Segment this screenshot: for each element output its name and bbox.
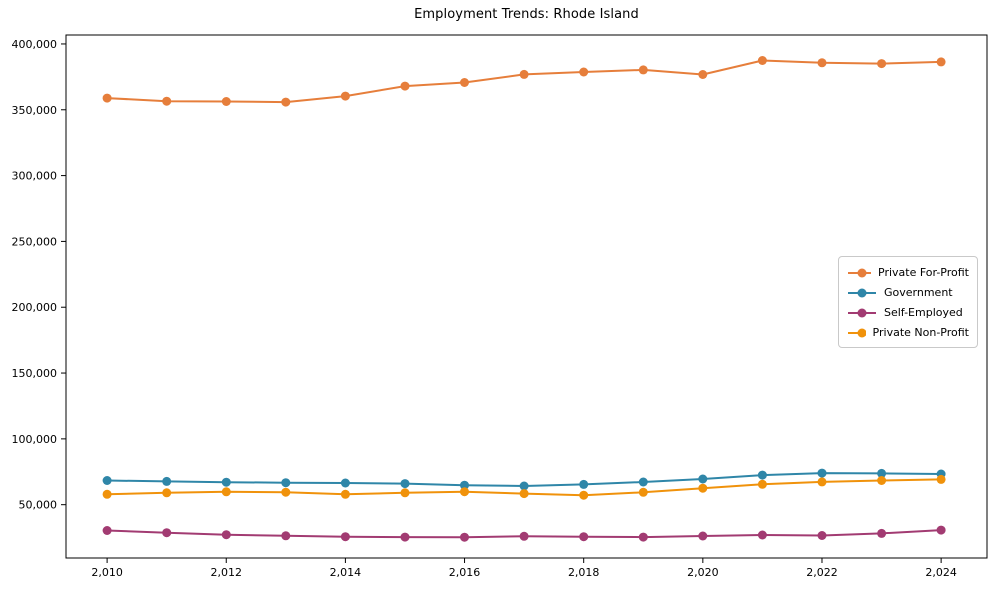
data-point-private-non-profit (757, 479, 767, 489)
data-point-self-employed (221, 530, 231, 540)
x-tick-label: 2,020 (687, 566, 719, 579)
data-point-private-for-profit (579, 67, 589, 77)
data-point-private-non-profit (460, 487, 469, 497)
data-point-self-employed (519, 531, 529, 541)
legend-label-private-non-profit: Private Non-Profit (872, 326, 969, 339)
data-point-government (400, 479, 410, 489)
data-point-government (162, 476, 172, 486)
data-point-self-employed (162, 528, 172, 538)
data-point-private-non-profit (817, 477, 827, 487)
data-point-government (519, 481, 529, 491)
data-point-private-for-profit (221, 97, 231, 106)
legend-marker-private-non-profit (848, 328, 866, 337)
data-point-private-non-profit (221, 487, 231, 497)
legend-item-private-for-profit: Private For-Profit (847, 264, 969, 281)
legend-label-self-employed: Self-Employed (884, 306, 963, 319)
data-point-private-for-profit (698, 70, 708, 79)
data-point-private-non-profit (698, 483, 708, 493)
data-point-self-employed (340, 532, 350, 542)
data-point-private-for-profit (817, 58, 827, 68)
data-point-private-non-profit (519, 489, 529, 499)
legend-item-private-non-profit: Private Non-Profit (847, 324, 969, 341)
data-point-self-employed (102, 526, 112, 535)
data-point-government (102, 476, 112, 485)
data-point-government (460, 480, 469, 490)
x-tick-label: 2,014 (330, 566, 362, 579)
data-point-private-non-profit (281, 487, 291, 497)
data-point-private-for-profit (936, 57, 946, 67)
legend-marker-self-employed (848, 308, 876, 317)
data-point-private-for-profit (519, 69, 529, 79)
data-point-self-employed (817, 531, 827, 540)
data-point-private-non-profit (579, 490, 589, 500)
y-tick-label: 50,000 (19, 499, 58, 512)
legend-label-government: Government (884, 286, 953, 299)
y-tick-label: 350,000 (12, 104, 58, 117)
chart-title: Employment Trends: Rhode Island (414, 7, 639, 22)
data-point-self-employed (638, 532, 648, 542)
data-point-private-non-profit (877, 476, 887, 485)
data-point-private-non-profit (936, 474, 946, 484)
y-tick-label: 250,000 (12, 235, 58, 248)
y-tick-label: 300,000 (12, 170, 58, 183)
data-point-government (638, 477, 648, 487)
data-point-private-for-profit (460, 78, 469, 87)
y-tick-label: 100,000 (12, 433, 58, 446)
data-point-private-non-profit (340, 489, 350, 499)
y-tick-label: 200,000 (12, 301, 58, 314)
data-point-private-for-profit (757, 56, 767, 65)
data-point-self-employed (460, 532, 469, 542)
data-point-private-for-profit (400, 81, 410, 91)
y-tick-label: 150,000 (12, 367, 58, 380)
series-line-private-for-profit (106, 59, 943, 104)
x-tick-label: 2,012 (211, 566, 243, 579)
data-point-self-employed (281, 531, 291, 541)
data-point-government (221, 477, 231, 487)
legend-marker-private-for-profit (848, 268, 871, 277)
data-point-self-employed (757, 530, 767, 540)
data-point-government (877, 468, 887, 478)
data-point-private-for-profit (162, 96, 172, 106)
y-tick-label: 400,000 (12, 38, 58, 51)
data-point-private-for-profit (102, 93, 112, 103)
data-point-government (579, 479, 589, 489)
legend-marker-government (848, 288, 876, 297)
data-point-self-employed (936, 525, 946, 535)
legend-label-private-for-profit: Private For-Profit (878, 266, 969, 279)
data-point-government (281, 478, 291, 488)
data-point-private-non-profit (162, 488, 172, 498)
x-tick-label: 2,024 (925, 566, 957, 579)
legend: Private For-Profit Government Self-Employe… (838, 256, 978, 348)
plot-border (65, 34, 988, 559)
x-tick-label: 2,022 (806, 566, 838, 579)
data-point-self-employed (877, 528, 887, 538)
data-point-private-non-profit (638, 487, 648, 497)
data-point-government (698, 474, 708, 484)
x-tick-label: 2,018 (568, 566, 600, 579)
x-tick-label: 2,016 (449, 566, 481, 579)
data-point-private-non-profit (400, 488, 410, 498)
x-tick-label: 2,010 (91, 566, 123, 579)
data-point-private-for-profit (281, 97, 291, 107)
data-point-private-for-profit (877, 59, 887, 69)
data-point-private-non-profit (102, 489, 112, 499)
data-point-government (817, 468, 827, 478)
data-point-self-employed (400, 532, 410, 542)
data-point-self-employed (579, 532, 589, 542)
data-point-self-employed (698, 531, 708, 541)
data-point-private-for-profit (638, 65, 648, 75)
data-point-government (340, 478, 350, 488)
data-point-government (757, 470, 767, 480)
data-point-private-for-profit (340, 91, 350, 101)
legend-item-government: Government (847, 284, 969, 301)
legend-item-self-employed: Self-Employed (847, 304, 969, 321)
